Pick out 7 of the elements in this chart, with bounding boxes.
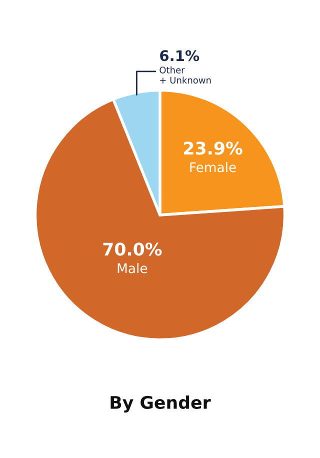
slice-label: Male: [118, 263, 148, 274]
data-label: 70.0%: [103, 242, 162, 256]
slice-label: Other + Unknown: [160, 66, 211, 84]
data-label: 6.1%: [160, 50, 200, 62]
slice-label: Female: [190, 162, 236, 172]
data-label: 23.9%: [184, 142, 242, 155]
text: By Gender: [110, 396, 211, 412]
